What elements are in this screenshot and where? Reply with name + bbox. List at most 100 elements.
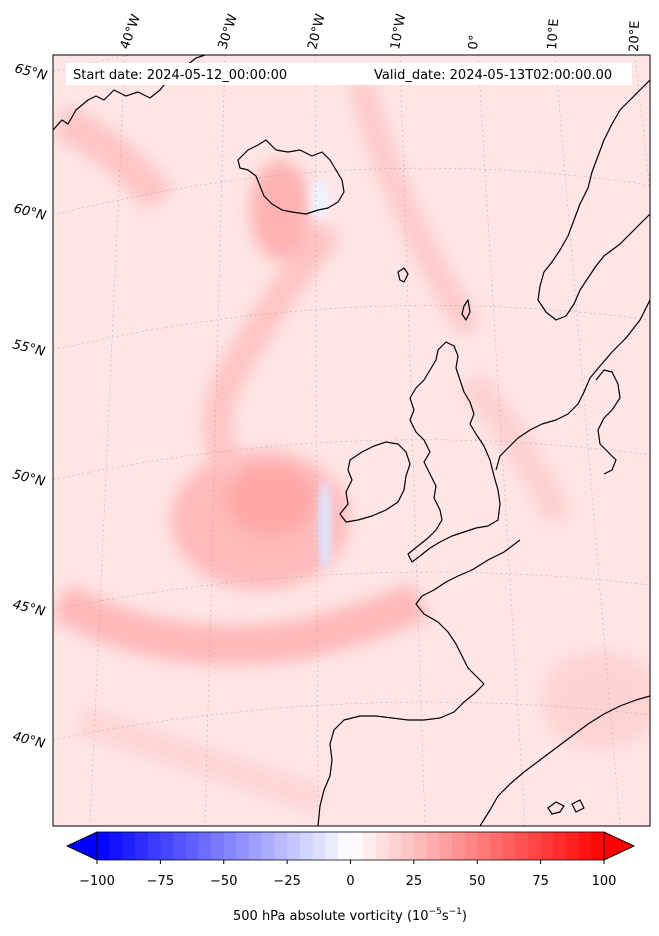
colorbar-cell [223, 832, 238, 860]
colorbar-tick-label: 50 [469, 874, 486, 889]
lat-label-65n: 65°N [13, 61, 49, 84]
colorbar-cell [363, 832, 377, 860]
meridian-20w [314, 55, 319, 826]
lon-label-20w: 20°W [305, 12, 328, 51]
lon-label-40w: 40°W [118, 12, 144, 51]
colorbar-cell [135, 832, 149, 860]
map-panel [53, 55, 650, 826]
cyclone-band-south [53, 582, 429, 665]
ireland-coast [339, 441, 411, 523]
colorbar-cell [401, 832, 415, 860]
colorbar-cell [211, 832, 225, 860]
colorbar-cell [299, 832, 314, 860]
colorbar-tick-label: 0 [346, 874, 354, 889]
lat-label-55n: 55°N [11, 337, 47, 360]
start-date-label: Start date: 2024-05-12_00:00:00 [73, 68, 287, 83]
meridian-0 [477, 55, 526, 826]
colorbar-cell [489, 832, 504, 860]
faroe-islands [397, 267, 409, 283]
latitude-labels: 65°N 60°N 55°N 50°N 45°N 40°N [11, 61, 49, 752]
parallel-55n [53, 305, 650, 351]
meridian-30w [204, 55, 226, 826]
colorbar-cell [565, 832, 580, 860]
colorbar-cell [591, 832, 605, 860]
france-coast [415, 539, 521, 685]
mediterranean-coast [479, 695, 650, 826]
meridian-40w [89, 55, 126, 826]
colorbar-cell [464, 832, 478, 860]
colorbar-cell [173, 832, 187, 860]
colorbar: −100 −75 −50 −25 0 25 50 75 100 500 hPa absolute… [66, 831, 635, 924]
colorbar-cell [527, 832, 542, 860]
lat-label-40n: 40°N [11, 729, 47, 752]
iberia-coast [317, 683, 485, 826]
map-frame [52, 54, 651, 827]
lon-label-20e: 20°E [627, 20, 643, 52]
vorticity-blob-iberia-east [540, 650, 650, 750]
meridian-10w [399, 55, 426, 826]
colorbar-label: 500 hPa absolute vorticity (10−5s−1) [233, 907, 467, 924]
colorbar-cell [350, 832, 364, 860]
iceland-maximum [250, 160, 310, 260]
colorbar-cell [325, 832, 339, 860]
denmark-coast [595, 369, 621, 475]
colorbar-cell [388, 832, 402, 860]
colorbar-tick-label: 100 [592, 874, 617, 889]
parallel-45n [53, 571, 650, 611]
colorbar-cell [274, 832, 288, 860]
negative-vorticity-streak [318, 480, 332, 570]
colorbar-ticks: −100 −75 −50 −25 0 25 50 75 100 [79, 860, 616, 889]
lon-label-0: 0° [466, 34, 482, 50]
lat-label-60n: 60°N [12, 201, 48, 224]
lon-label-10e: 10°E [545, 18, 562, 50]
colorbar-cell [109, 832, 123, 860]
colorbar-cell [337, 832, 352, 860]
colorbar-cell [553, 832, 567, 860]
colorbar-cell [236, 832, 250, 860]
colorbar-cell [477, 832, 491, 860]
iceland-coast [237, 139, 345, 215]
colorbar-cell [578, 832, 592, 860]
colorbar-tick-label: −25 [273, 874, 300, 889]
colorbar-cell [261, 832, 276, 860]
header-box [66, 63, 632, 85]
lon-label-10w: 10°W [388, 13, 409, 51]
parallel-40n [53, 701, 650, 741]
vorticity-band-north [347, 76, 482, 337]
sardinia-coast [571, 799, 585, 813]
colorbar-cell [160, 832, 174, 860]
vorticity-band-northwest [53, 104, 174, 212]
meridian-10e [554, 55, 621, 826]
colorbar-tick-label: −75 [147, 874, 174, 889]
parallel-60n [53, 167, 650, 216]
colorbar-cell [185, 832, 200, 860]
colorbar-cells [97, 832, 605, 860]
lon-label-30w: 30°W [216, 12, 241, 51]
colorbar-cell [451, 832, 466, 860]
colorbar-cell [439, 832, 453, 860]
colorbar-tick-label: −100 [79, 874, 115, 889]
colorbar-cell [97, 832, 111, 860]
cyclone-band-north [202, 220, 342, 478]
european-mainland-coast [495, 299, 650, 471]
colorbar-cell [147, 832, 161, 860]
colorbar-extend-min [66, 831, 98, 861]
shetland-islands [461, 299, 471, 321]
colorbar-cell [375, 832, 390, 860]
negative-vorticity [310, 180, 332, 570]
colorbar-cell [249, 832, 263, 860]
great-britain-coast [407, 341, 501, 563]
lat-label-45n: 45°N [11, 597, 47, 620]
colorbar-cell [540, 832, 554, 860]
norway-coast [537, 79, 650, 321]
colorbar-tick-label: 25 [406, 874, 423, 889]
vorticity-field [53, 76, 650, 815]
negative-vorticity-spot [310, 180, 330, 220]
colorbar-tick-label: 75 [532, 874, 549, 889]
colorbar-extend-max [603, 831, 635, 861]
colorbar-tick-label: −50 [210, 874, 237, 889]
balearic-islands [547, 801, 565, 815]
colorbar-cell [502, 832, 516, 860]
vorticity-band-europe [458, 370, 574, 527]
